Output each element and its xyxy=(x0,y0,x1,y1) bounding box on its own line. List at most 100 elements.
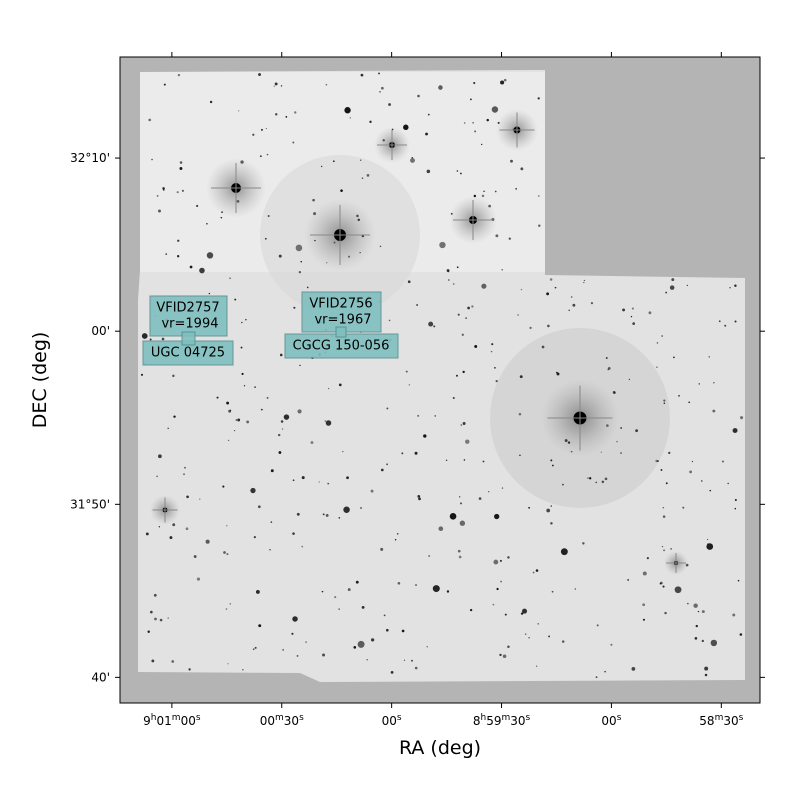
star xyxy=(718,320,721,323)
star xyxy=(270,469,274,473)
star xyxy=(568,309,570,312)
star xyxy=(521,608,528,614)
star xyxy=(518,412,522,416)
star xyxy=(397,581,401,585)
star xyxy=(250,487,256,494)
star xyxy=(401,452,404,455)
star xyxy=(635,429,639,433)
star xyxy=(312,198,315,202)
star xyxy=(520,167,524,171)
star xyxy=(537,195,540,197)
star xyxy=(296,654,299,657)
star xyxy=(227,439,230,442)
star xyxy=(338,383,342,387)
star xyxy=(504,613,507,616)
star xyxy=(320,165,323,168)
star xyxy=(587,477,589,479)
star xyxy=(301,545,304,548)
star xyxy=(491,106,499,113)
star xyxy=(380,468,384,472)
star xyxy=(411,659,413,662)
x-tick-label: 8h59m30s xyxy=(473,713,531,728)
star xyxy=(604,477,608,481)
star xyxy=(205,539,210,544)
star xyxy=(610,643,613,646)
star xyxy=(229,277,231,280)
star xyxy=(299,364,301,367)
star xyxy=(478,497,482,500)
star xyxy=(546,508,551,513)
star xyxy=(426,169,431,174)
star xyxy=(418,497,421,501)
star xyxy=(674,586,682,594)
star xyxy=(572,303,576,307)
star xyxy=(254,646,257,649)
star xyxy=(562,483,564,486)
star xyxy=(463,122,466,124)
star xyxy=(252,648,255,651)
star xyxy=(199,267,205,274)
star xyxy=(438,526,444,532)
star xyxy=(158,454,162,459)
star xyxy=(495,379,498,383)
star xyxy=(403,124,409,131)
star xyxy=(460,172,462,175)
star xyxy=(656,366,658,368)
star xyxy=(701,480,703,482)
star xyxy=(549,278,553,281)
star xyxy=(150,610,153,614)
star xyxy=(500,80,505,85)
star xyxy=(554,286,557,289)
star xyxy=(267,215,270,218)
star xyxy=(162,187,165,190)
star xyxy=(528,636,530,639)
star xyxy=(153,593,157,597)
star xyxy=(656,342,659,344)
star xyxy=(346,476,349,480)
star xyxy=(149,338,152,341)
star xyxy=(532,571,535,574)
star xyxy=(503,78,507,82)
star xyxy=(582,542,585,545)
star xyxy=(417,414,420,417)
star xyxy=(188,668,191,671)
frame xyxy=(119,56,761,704)
star xyxy=(369,120,372,124)
star xyxy=(260,128,263,131)
star xyxy=(687,602,689,605)
star xyxy=(269,548,271,551)
star xyxy=(301,476,305,480)
star xyxy=(359,159,362,161)
star xyxy=(426,646,428,648)
star xyxy=(550,459,553,462)
star xyxy=(446,269,450,272)
star xyxy=(386,407,389,410)
star xyxy=(663,399,666,402)
annotations: VFID2757 vr=1994 UGC 04725 VFID2756 vr=1… xyxy=(142,291,399,366)
star xyxy=(433,325,436,328)
star xyxy=(156,475,158,478)
star xyxy=(294,111,297,114)
annotation: vr=1994 xyxy=(161,317,218,332)
star xyxy=(156,195,159,197)
star xyxy=(519,375,523,379)
star xyxy=(734,499,737,502)
star xyxy=(507,645,510,649)
star xyxy=(706,538,709,541)
star xyxy=(242,669,244,671)
star xyxy=(270,521,273,523)
star xyxy=(501,487,504,489)
star xyxy=(713,382,715,384)
star xyxy=(432,585,440,593)
star xyxy=(274,82,278,86)
star xyxy=(697,610,700,613)
star xyxy=(163,83,166,86)
star xyxy=(465,317,467,320)
star xyxy=(297,409,302,414)
star xyxy=(520,612,524,615)
star xyxy=(678,394,680,397)
star xyxy=(357,640,365,648)
sky-image xyxy=(120,57,760,703)
star xyxy=(347,588,351,592)
